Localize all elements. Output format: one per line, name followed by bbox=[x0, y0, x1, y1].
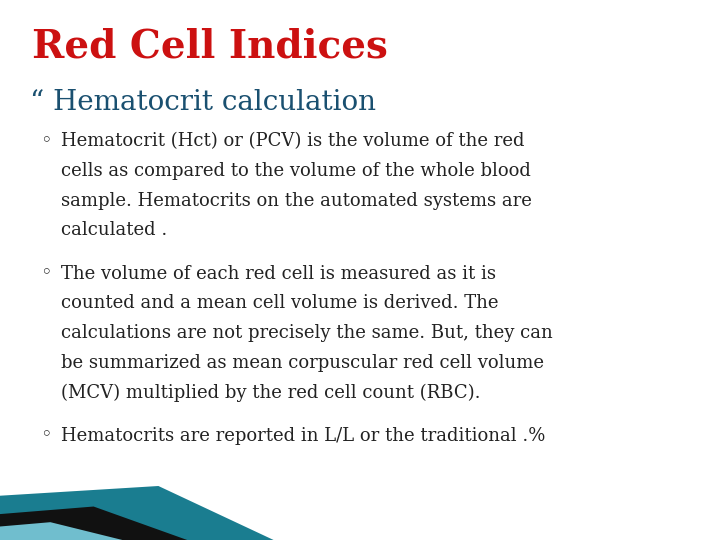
Text: Hematocrit (Hct) or (PCV) is the volume of the red: Hematocrit (Hct) or (PCV) is the volume … bbox=[61, 132, 525, 150]
Polygon shape bbox=[0, 486, 274, 540]
Text: calculated .: calculated . bbox=[61, 221, 168, 239]
Text: “ Hematocrit calculation: “ Hematocrit calculation bbox=[30, 89, 377, 116]
Text: ◦: ◦ bbox=[40, 132, 51, 150]
Text: The volume of each red cell is measured as it is: The volume of each red cell is measured … bbox=[61, 265, 496, 282]
Text: counted and a mean cell volume is derived. The: counted and a mean cell volume is derive… bbox=[61, 294, 499, 312]
Text: be summarized as mean corpuscular red cell volume: be summarized as mean corpuscular red ce… bbox=[61, 354, 544, 372]
Text: cells as compared to the volume of the whole blood: cells as compared to the volume of the w… bbox=[61, 162, 531, 180]
Text: ◦: ◦ bbox=[40, 265, 51, 282]
Text: ◦: ◦ bbox=[40, 427, 51, 444]
Text: Hematocrits are reported in L/L or the traditional .%: Hematocrits are reported in L/L or the t… bbox=[61, 427, 546, 444]
Text: (MCV) multiplied by the red cell count (RBC).: (MCV) multiplied by the red cell count (… bbox=[61, 383, 481, 402]
Polygon shape bbox=[0, 507, 187, 540]
Text: calculations are not precisely the same. But, they can: calculations are not precisely the same.… bbox=[61, 324, 553, 342]
Polygon shape bbox=[0, 522, 122, 540]
Text: sample. Hematocrits on the automated systems are: sample. Hematocrits on the automated sys… bbox=[61, 192, 532, 210]
Text: Red Cell Indices: Red Cell Indices bbox=[32, 27, 388, 65]
